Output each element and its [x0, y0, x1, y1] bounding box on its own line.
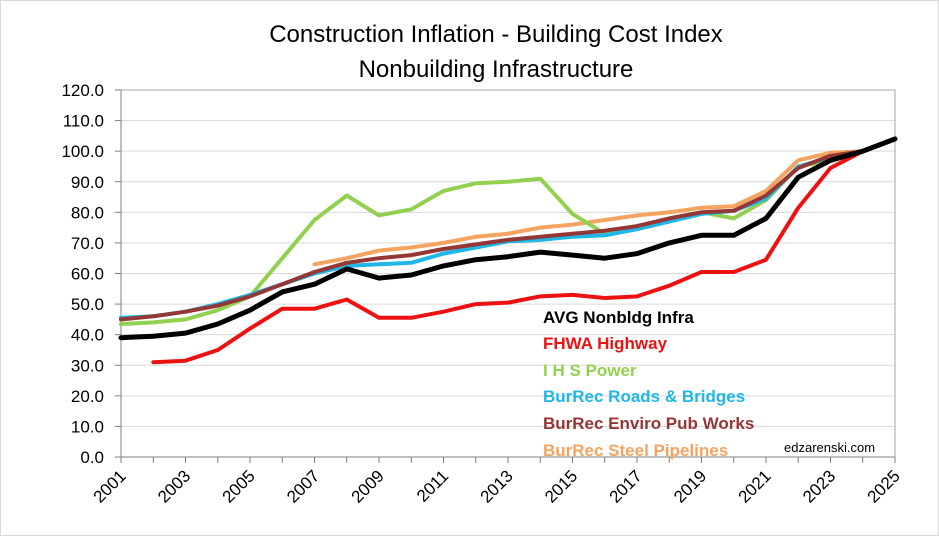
y-tick-label: 40.0 — [71, 326, 104, 345]
series-line-burrec-steel-pipelines — [312, 149, 865, 267]
x-tick-label: 2005 — [219, 466, 259, 506]
y-tick-label: 80.0 — [71, 203, 104, 222]
series-line-fhwa-highway — [151, 149, 865, 365]
legend-label-burrec-steel-pipelines: BurRec Steel Pipelines — [543, 441, 728, 460]
y-tick-label: 70.0 — [71, 234, 104, 253]
series-line-avg-nonbldg-infra — [118, 136, 898, 341]
x-tick-label: 2023 — [799, 466, 839, 506]
watermark: edzarenski.com — [784, 440, 875, 455]
series-line-burrec-enviro-pub-works — [119, 149, 865, 322]
x-tick-label: 2019 — [670, 466, 710, 506]
x-tick-label: 2001 — [90, 466, 130, 506]
x-tick-label: 2021 — [735, 466, 775, 506]
y-tick-label: 50.0 — [71, 295, 104, 314]
x-tick-label: 2015 — [541, 466, 581, 506]
y-tick-label: 10.0 — [71, 417, 104, 436]
legend-label-avg-nonbldg-infra: AVG Nonbldg Infra — [543, 308, 694, 327]
axes: 0.0 10.0 20.0 30.0 40.0 50.0 60.0 70.0 80.0 90.0 1… — [61, 81, 903, 507]
y-tick-label: 110.0 — [63, 112, 104, 131]
y-tick-label: 120.0 — [61, 81, 104, 100]
legend: AVG Nonbldg Infra FHWA Highway I H S Pow… — [543, 308, 754, 460]
chart-title-line1: Construction Inflation - Building Cost I… — [269, 21, 723, 48]
x-tick-label: 2003 — [154, 466, 194, 506]
y-tick-label: 30.0 — [71, 356, 104, 375]
y-tick-label: 20.0 — [71, 387, 104, 406]
y-tick-label: 0.0 — [80, 448, 104, 467]
legend-label-fhwa-highway: FHWA Highway — [543, 334, 668, 353]
legend-label-burrec-enviro-pub-works: BurRec Enviro Pub Works — [543, 414, 754, 433]
x-tick-label: 2013 — [477, 466, 517, 506]
x-tick-label: 2017 — [606, 466, 646, 506]
x-tick-label: 2007 — [283, 466, 323, 506]
legend-label-ihs-power: I H S Power — [543, 361, 637, 380]
x-tick-label: 2011 — [413, 466, 452, 505]
legend-label-burrec-roads-bridges: BurRec Roads & Bridges — [543, 387, 745, 406]
x-tick-label: 2025 — [864, 466, 904, 506]
y-tick-label: 60.0 — [71, 265, 104, 284]
x-tick-label: 2009 — [348, 466, 388, 506]
y-tick-label: 90.0 — [71, 173, 104, 192]
y-tick-label: 100.0 — [61, 142, 104, 161]
series-lines — [118, 136, 898, 365]
chart-title-line2: Nonbuilding Infrastructure — [359, 56, 634, 83]
